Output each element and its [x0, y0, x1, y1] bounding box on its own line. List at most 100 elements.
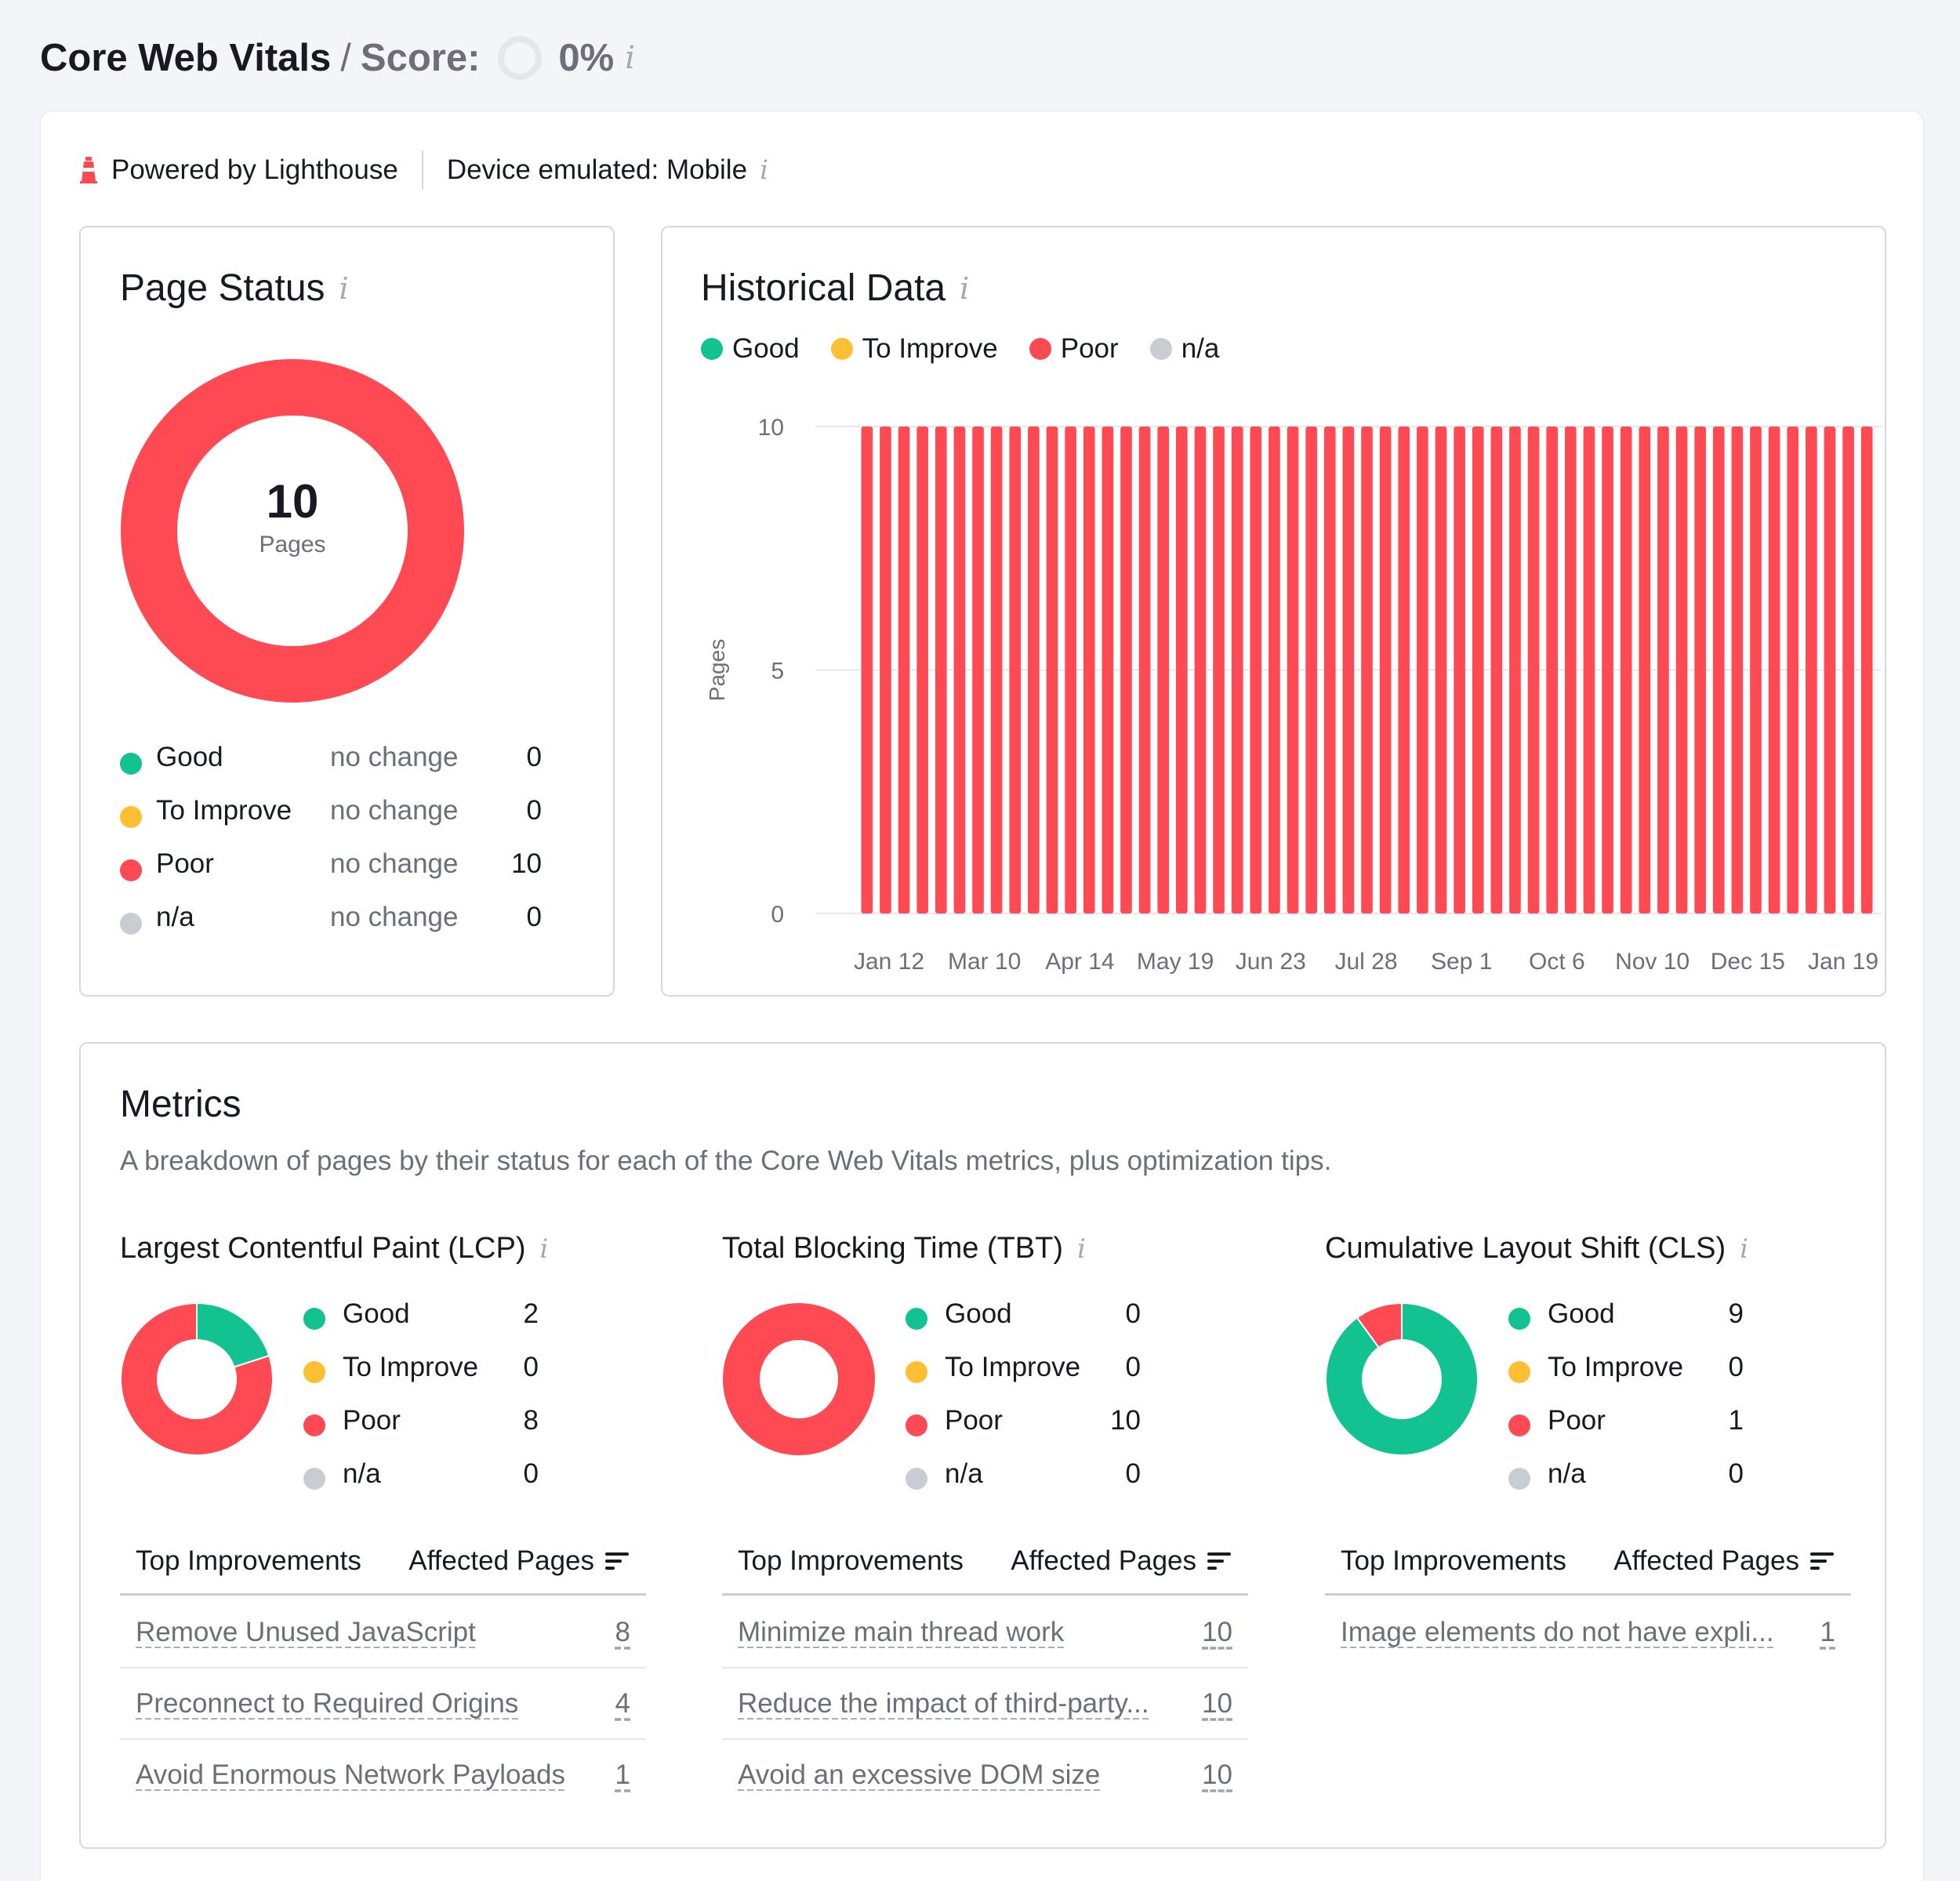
improvement-link[interactable]: Minimize main thread work: [738, 1617, 1065, 1647]
bar-poor[interactable]: [972, 427, 984, 913]
bar-poor[interactable]: [1342, 427, 1355, 913]
metric-info-icon[interactable]: i: [539, 1233, 549, 1265]
donut-segment-good[interactable]: [196, 1302, 270, 1368]
bar-poor[interactable]: [1824, 427, 1836, 913]
score-value: 0%: [558, 37, 615, 79]
bar-poor[interactable]: [1731, 427, 1744, 913]
bar-poor[interactable]: [1435, 427, 1447, 913]
bar-poor[interactable]: [1361, 427, 1373, 913]
legend-item-to-improve[interactable]: To Improve: [830, 333, 998, 365]
metric-donut[interactable]: [120, 1302, 274, 1456]
bar-poor[interactable]: [1602, 427, 1613, 913]
bar-poor[interactable]: [1860, 427, 1873, 913]
bar-poor[interactable]: [1417, 427, 1428, 913]
bar-poor[interactable]: [916, 427, 928, 913]
bar-poor[interactable]: [1083, 427, 1095, 913]
bar-poor[interactable]: [880, 427, 891, 913]
bar-poor[interactable]: [1175, 427, 1188, 913]
donut-segment-poor[interactable]: [121, 359, 464, 703]
bar-poor[interactable]: [1842, 427, 1854, 913]
device-info-icon[interactable]: i: [760, 154, 768, 186]
improvement-link[interactable]: Reduce the impact of third-party...: [738, 1688, 1149, 1719]
bar-poor[interactable]: [1269, 427, 1280, 913]
donut-segment-poor[interactable]: [723, 1303, 875, 1455]
improvement-link[interactable]: Avoid an excessive DOM size: [738, 1759, 1101, 1790]
improvement-count-link[interactable]: 10: [1202, 1617, 1232, 1647]
bar-poor[interactable]: [953, 427, 966, 913]
bar-poor[interactable]: [1323, 427, 1336, 913]
bar-poor[interactable]: [1287, 427, 1299, 913]
metric-donut[interactable]: [722, 1302, 876, 1456]
bar-poor[interactable]: [1750, 427, 1762, 913]
legend-item-good[interactable]: Good: [701, 333, 800, 365]
score-info-icon[interactable]: i: [625, 40, 636, 76]
improvement-link[interactable]: Remove Unused JavaScript: [136, 1617, 476, 1647]
bar-poor[interactable]: [1639, 427, 1651, 913]
bar-poor[interactable]: [1509, 427, 1521, 913]
bar-poor[interactable]: [990, 427, 1003, 913]
improvements-header: Top Improvements Affected Pages: [1325, 1545, 1851, 1596]
improvement-count-link[interactable]: 4: [615, 1688, 630, 1719]
metric-dot-icon: [303, 1308, 325, 1330]
bar-poor[interactable]: [861, 427, 873, 913]
bar-poor[interactable]: [1472, 427, 1484, 913]
improvement-link[interactable]: Preconnect to Required Origins: [136, 1688, 519, 1719]
page-status-info-icon[interactable]: i: [339, 271, 349, 306]
bar-poor[interactable]: [1157, 427, 1170, 913]
bar-poor[interactable]: [1712, 427, 1725, 913]
bar-poor[interactable]: [1138, 427, 1151, 913]
bar-poor[interactable]: [1250, 427, 1262, 913]
metric-donut[interactable]: [1325, 1302, 1479, 1456]
legend-item-n-a[interactable]: n/a: [1149, 333, 1219, 365]
donut-segment-poor[interactable]: [120, 1302, 274, 1456]
bar-poor[interactable]: [1806, 427, 1817, 913]
bar-poor[interactable]: [1787, 427, 1799, 913]
affected-pages-sort[interactable]: Affected Pages: [1613, 1545, 1834, 1577]
metric-info-icon[interactable]: i: [1740, 1233, 1748, 1265]
improvement-link[interactable]: Avoid Enormous Network Payloads: [136, 1759, 565, 1790]
metric-info-icon[interactable]: i: [1077, 1233, 1086, 1265]
affected-pages-sort[interactable]: Affected Pages: [1011, 1545, 1231, 1577]
bar-poor[interactable]: [1102, 427, 1114, 913]
bar-poor[interactable]: [1009, 427, 1022, 913]
bar-poor[interactable]: [1194, 427, 1207, 913]
page-status-donut[interactable]: [120, 358, 465, 703]
metric-title: Cumulative Layout Shift (CLS) i: [1325, 1232, 1748, 1265]
bar-poor[interactable]: [1694, 427, 1706, 913]
metric-dot-icon: [906, 1414, 927, 1436]
historical-info-icon[interactable]: i: [960, 271, 970, 306]
improvement-count-link[interactable]: 10: [1202, 1688, 1232, 1719]
bar-poor[interactable]: [1065, 427, 1076, 913]
bar-poor[interactable]: [1028, 427, 1040, 913]
bar-poor[interactable]: [1657, 427, 1669, 913]
improvement-count-link[interactable]: 8: [615, 1617, 630, 1647]
bar-poor[interactable]: [898, 427, 910, 913]
bar-poor[interactable]: [1546, 427, 1559, 913]
bar-poor[interactable]: [1490, 427, 1503, 913]
bar-poor[interactable]: [1120, 427, 1132, 913]
donut-segment-good[interactable]: [1325, 1302, 1479, 1456]
bar-poor[interactable]: [1527, 427, 1540, 913]
legend-item-poor[interactable]: Poor: [1029, 333, 1119, 365]
bar-poor[interactable]: [1398, 427, 1410, 913]
bar-poor[interactable]: [1768, 427, 1780, 913]
donut-segment-poor[interactable]: [1356, 1302, 1403, 1349]
improvement-link[interactable]: Image elements do not have expli...: [1341, 1617, 1774, 1647]
improvement-count-link[interactable]: 10: [1202, 1759, 1232, 1790]
bar-poor[interactable]: [1454, 427, 1465, 913]
improvement-count-link[interactable]: 1: [615, 1759, 630, 1790]
bar-poor[interactable]: [1213, 427, 1225, 913]
bar-poor[interactable]: [1046, 427, 1058, 913]
bar-poor[interactable]: [1379, 427, 1392, 913]
bar-poor[interactable]: [1620, 427, 1632, 913]
affected-pages-sort[interactable]: Affected Pages: [408, 1545, 629, 1577]
bar-poor[interactable]: [1231, 427, 1243, 913]
bar-poor[interactable]: [1564, 427, 1577, 913]
bar-poor[interactable]: [1675, 427, 1688, 913]
metric-count: 8: [523, 1405, 539, 1436]
bar-poor[interactable]: [1305, 427, 1317, 913]
bar-poor[interactable]: [1583, 427, 1595, 913]
metric-dot-icon: [1508, 1361, 1530, 1383]
improvement-count-link[interactable]: 1: [1820, 1617, 1835, 1647]
bar-poor[interactable]: [935, 427, 947, 913]
